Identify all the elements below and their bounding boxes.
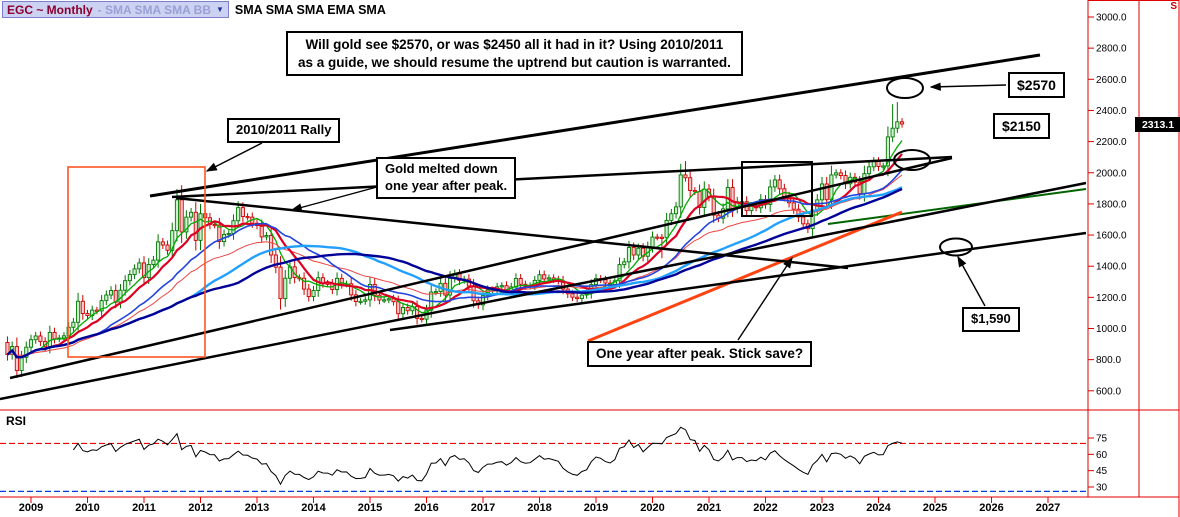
time-axis[interactable]: 2009 2010 2011 2012 2013 2014 2015 2016 2017 2018… [19, 497, 1060, 514]
svg-text:2020: 2020 [640, 502, 664, 514]
svg-text:1400.0: 1400.0 [1096, 262, 1127, 273]
svg-text:2009: 2009 [19, 502, 43, 514]
svg-text:2027: 2027 [1036, 502, 1060, 514]
trendline-drawings[interactable] [0, 53, 1087, 401]
last-price-tag: 2313.1 [1135, 117, 1180, 132]
svg-text:2014: 2014 [301, 502, 326, 514]
svg-text:30: 30 [1096, 483, 1108, 494]
rsi-pane-label: RSI [6, 414, 27, 428]
symbol-selector[interactable]: EGC ~ Monthly - SMA SMA SMA BB ▼ [2, 1, 229, 18]
svg-text:2025: 2025 [923, 502, 947, 514]
svg-text:1200.0: 1200.0 [1096, 293, 1127, 304]
svg-text:45: 45 [1096, 466, 1108, 477]
meltdown-line-2: one year after peak. [385, 177, 508, 193]
svg-text:800.0: 800.0 [1096, 355, 1121, 366]
dropdown-icon[interactable]: ▼ [216, 4, 224, 14]
svg-text:2010: 2010 [75, 502, 99, 514]
svg-text:2018: 2018 [527, 502, 551, 514]
svg-text:2026: 2026 [979, 502, 1003, 514]
meltdown-line-1: Gold melted down [385, 161, 498, 176]
target-1590-label[interactable]: $1,590 [962, 307, 1020, 332]
svg-text:2012: 2012 [188, 502, 212, 514]
svg-text:1600.0: 1600.0 [1096, 231, 1127, 242]
svg-text:1800.0: 1800.0 [1096, 199, 1127, 210]
toolbar: EGC ~ Monthly - SMA SMA SMA BB ▼ SMA SMA… [2, 1, 386, 18]
active-indicator-set-label[interactable]: SMA SMA SMA EMA SMA [234, 2, 386, 17]
svg-text:2800.0: 2800.0 [1096, 44, 1127, 55]
svg-text:75: 75 [1096, 434, 1108, 445]
hidden-indicator-set-label: - SMA SMA SMA BB [97, 2, 211, 17]
svg-text:2013: 2013 [245, 502, 269, 514]
caution-annotation[interactable]: Will gold see $2570, or was $2450 all it… [286, 31, 743, 77]
symbol-timeframe-label: EGC ~ Monthly [7, 2, 93, 17]
sma50-line [6, 187, 903, 359]
svg-text:2023: 2023 [810, 502, 834, 514]
svg-text:2024: 2024 [866, 502, 891, 514]
svg-text:600.0: 600.0 [1096, 386, 1121, 397]
svg-text:2022: 2022 [753, 502, 777, 514]
svg-text:2019: 2019 [584, 502, 608, 514]
svg-text:2016: 2016 [414, 502, 438, 514]
svg-text:2021: 2021 [697, 502, 721, 514]
svg-text:2011: 2011 [132, 502, 156, 514]
svg-text:2017: 2017 [471, 502, 495, 514]
svg-text:2000.0: 2000.0 [1096, 168, 1127, 179]
svg-text:2015: 2015 [358, 502, 382, 514]
meltdown-annotation[interactable]: Gold melted down one year after peak. [376, 157, 517, 199]
stick-save-annotation[interactable]: One year after peak. Stick save? [587, 341, 813, 367]
svg-text:60: 60 [1096, 450, 1108, 461]
rsi-axis[interactable]: 75 60 45 30 [1088, 434, 1108, 494]
caution-line-2: as a guide, we should resume the uptrend… [298, 54, 731, 70]
svg-text:2200.0: 2200.0 [1096, 137, 1127, 148]
moving-average-lines [6, 140, 903, 359]
svg-text:1000.0: 1000.0 [1096, 324, 1127, 335]
target-2570-label[interactable]: $2570 [1008, 72, 1065, 99]
svg-text:2600.0: 2600.0 [1096, 75, 1127, 86]
caution-line-1: Will gold see $2570, or was $2450 all it… [305, 37, 724, 52]
sma10-line [6, 153, 903, 359]
svg-text:3000.0: 3000.0 [1096, 13, 1127, 24]
rally-annotation[interactable]: 2010/2011 Rally [227, 118, 341, 143]
sma20-line [6, 169, 903, 358]
price-axis[interactable]: 3000.0 2800.0 2600.0 2400.0 2200.0 2000.0 1800… [1088, 13, 1127, 398]
corner-badge: S [1170, 1, 1177, 12]
rsi-line [72, 426, 903, 486]
target-2150-label[interactable]: $2150 [993, 113, 1050, 140]
svg-text:2400.0: 2400.0 [1096, 106, 1127, 117]
